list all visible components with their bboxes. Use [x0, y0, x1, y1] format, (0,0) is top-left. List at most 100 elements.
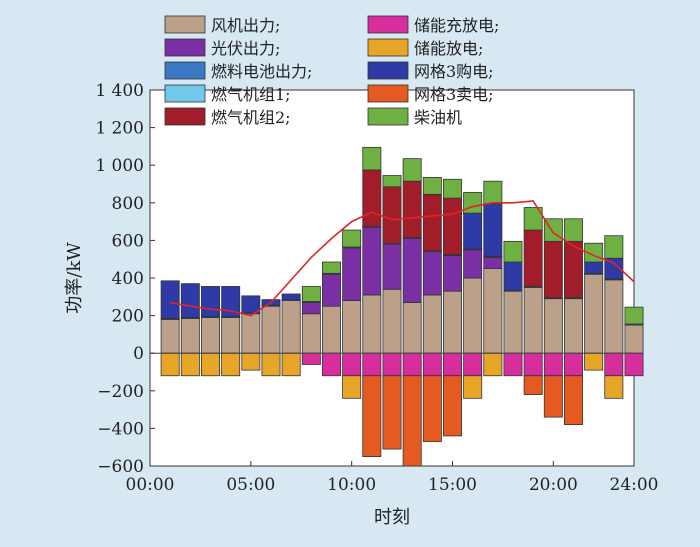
bar-seg-6-h1	[160, 352, 180, 377]
bar-seg-5-h9	[322, 352, 341, 377]
bar-seg-5-h21	[564, 352, 583, 377]
bar-seg-0-h15	[443, 290, 462, 354]
bar-seg-0-h17	[483, 268, 503, 354]
bar-seg-5-h18	[503, 352, 523, 377]
legend-swatch	[367, 38, 409, 57]
bar-seg-0-h14	[422, 294, 442, 354]
legend-swatch	[164, 38, 206, 57]
bar-seg-0-h13	[402, 302, 422, 354]
legend-label: 风机出力;	[211, 16, 280, 35]
bar-seg-7-h5	[241, 295, 261, 314]
bar-seg-4-h20	[543, 240, 563, 299]
bar-seg-4-h19	[523, 229, 543, 287]
bar-seg-9-h15	[443, 178, 462, 199]
bar-seg-5-h10	[342, 352, 362, 377]
legend-swatch	[164, 15, 206, 34]
x-tick-label: 00:00	[126, 475, 175, 495]
bar-seg-9-h16	[463, 192, 483, 214]
y-tick-label: −600	[97, 457, 144, 477]
bar-seg-8-h11	[362, 375, 382, 458]
bar-seg-0-h24	[624, 324, 644, 354]
bar-seg-0-h6	[261, 305, 281, 354]
bar-seg-9-h21	[564, 218, 583, 242]
bar-seg-1-h11	[362, 226, 382, 296]
bar-seg-9-h17	[483, 180, 503, 205]
bar-seg-1-h14	[422, 251, 442, 296]
bar-seg-9-h24	[624, 306, 644, 325]
x-tick-label: 05:00	[226, 475, 275, 495]
bar-seg-6-h4	[221, 352, 241, 377]
bar-seg-7-h3	[201, 286, 220, 317]
bar-seg-0-h8	[301, 313, 321, 354]
bar-seg-5-h12	[382, 352, 402, 377]
legend-label: 柴油机	[414, 108, 462, 127]
legend-swatch	[367, 15, 409, 34]
x-tick-label: 15:00	[428, 475, 477, 495]
bar-seg-7-h17	[483, 203, 503, 257]
bar-group	[160, 146, 644, 467]
bar-seg-9-h19	[523, 207, 543, 231]
bar-seg-1-h17	[483, 256, 503, 270]
bar-seg-6-h17	[483, 352, 503, 377]
y-tick-label: −400	[97, 419, 144, 439]
bar-seg-5-h23	[604, 352, 624, 377]
bar-seg-8-h15	[443, 375, 462, 437]
bar-seg-8-h13	[402, 375, 422, 467]
bar-seg-0-h16	[463, 277, 483, 354]
bar-seg-4-h15	[443, 197, 462, 255]
bar-seg-7-h1	[160, 280, 180, 319]
bar-seg-8-h12	[382, 375, 402, 450]
bar-seg-4-h14	[422, 193, 442, 252]
x-axis-title: 时刻	[374, 507, 410, 528]
bar-seg-8-h20	[543, 375, 563, 418]
bar-seg-0-h5	[241, 313, 261, 354]
bar-seg-6-h7	[281, 352, 301, 377]
bar-seg-8-h14	[422, 375, 442, 442]
legend-label: 储能充放电;	[414, 16, 499, 35]
legend-swatch	[367, 107, 409, 126]
legend-label: 网格3卖电;	[414, 85, 494, 104]
bar-seg-5-h19	[523, 352, 543, 377]
bar-seg-7-h4	[221, 286, 241, 317]
bar-seg-9-h11	[362, 146, 382, 171]
x-tick-label: 20:00	[529, 475, 578, 495]
legend-swatch	[367, 61, 409, 80]
bar-seg-1-h16	[463, 249, 483, 279]
bar-seg-5-h14	[422, 352, 442, 377]
y-tick-label: 600	[112, 231, 144, 251]
bar-seg-0-h12	[382, 288, 402, 354]
bar-seg-0-h9	[322, 305, 341, 354]
bar-seg-6-h22	[584, 352, 604, 371]
bar-seg-9-h13	[402, 158, 422, 182]
legend-label: 储能放电;	[414, 39, 483, 58]
bar-seg-5-h15	[443, 352, 462, 377]
bar-seg-1-h9	[322, 273, 341, 307]
bar-seg-1-h12	[382, 243, 402, 290]
x-axis-ticks: 00:00 05:00 10:00 15:00 20:00 24:00	[126, 461, 659, 495]
bar-seg-5-h20	[543, 352, 563, 377]
bar-seg-6-h3	[201, 352, 220, 377]
bar-seg-6-h5	[241, 352, 261, 371]
y-tick-label: 1 200	[95, 119, 144, 139]
y-tick-label: 200	[112, 307, 144, 327]
bar-seg-1-h10	[342, 247, 362, 301]
legend-swatch	[164, 61, 206, 80]
bar-seg-6-h2	[180, 352, 200, 377]
bar-seg-5-h11	[362, 352, 382, 377]
bar-seg-7-h22	[584, 261, 604, 274]
bar-seg-9-h8	[301, 286, 321, 302]
x-tick-label: 10:00	[327, 475, 376, 495]
legend-swatch	[164, 107, 206, 126]
y-tick-label: 400	[112, 269, 144, 289]
bar-seg-4-h12	[382, 186, 402, 244]
y-tick-label: 1 000	[95, 156, 144, 176]
bar-seg-9-h18	[503, 240, 523, 263]
bar-seg-7-h7	[281, 293, 301, 301]
y-tick-label: 1 400	[95, 81, 144, 101]
bar-seg-7-h2	[180, 283, 200, 318]
bar-seg-0-h18	[503, 290, 523, 354]
x-tick-label: 24:00	[610, 475, 659, 495]
bar-seg-9-h10	[342, 229, 362, 248]
load-line	[170, 200, 635, 317]
